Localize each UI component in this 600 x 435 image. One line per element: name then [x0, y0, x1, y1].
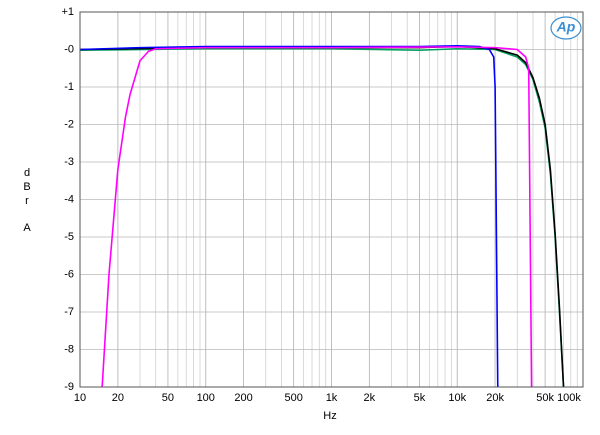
y-tick-label: -7: [64, 306, 74, 318]
x-tick-label: 5k: [414, 392, 426, 404]
y-axis-label: d: [24, 167, 30, 179]
x-tick-label: 10k: [448, 392, 466, 404]
x-tick-label: 100: [197, 392, 215, 404]
x-tick-label: 10: [74, 392, 86, 404]
x-tick-label: 200: [234, 392, 252, 404]
y-tick-label: +1: [61, 6, 74, 18]
plot-frame: [79, 11, 584, 388]
grid: [79, 11, 584, 388]
x-tick-label: 50k: [536, 392, 554, 404]
x-tick-label: 20: [112, 392, 124, 404]
x-tick-label: 100k: [557, 392, 581, 404]
y-axis-label: A: [23, 222, 31, 234]
lines: [80, 44, 565, 387]
x-tick-label: 1k: [326, 392, 338, 404]
x-tick-label: 500: [284, 392, 302, 404]
x-axis-label: Hz: [323, 410, 336, 422]
y-axis-label: r: [25, 195, 29, 207]
y-tick-label: -1: [64, 81, 74, 93]
series-line: [101, 46, 533, 387]
logo: Ap: [556, 19, 576, 35]
y-tick-label: -3: [64, 156, 74, 168]
y-tick-label: -6: [64, 268, 74, 280]
series-line: [80, 44, 499, 387]
x-tick-label: 50: [162, 392, 174, 404]
logo-ring: [550, 16, 582, 40]
y-tick-label: -4: [64, 193, 74, 205]
y-tick-label: -9: [64, 381, 74, 393]
y-axis-label: B: [23, 181, 30, 193]
y-tick-label: -8: [64, 343, 74, 355]
x-tick-label: 2k: [364, 392, 376, 404]
y-tick-label: -5: [64, 231, 74, 243]
y-tick-label: -0: [64, 43, 74, 55]
y-tick-label: -2: [64, 118, 74, 130]
x-tick-label: 20k: [486, 392, 504, 404]
